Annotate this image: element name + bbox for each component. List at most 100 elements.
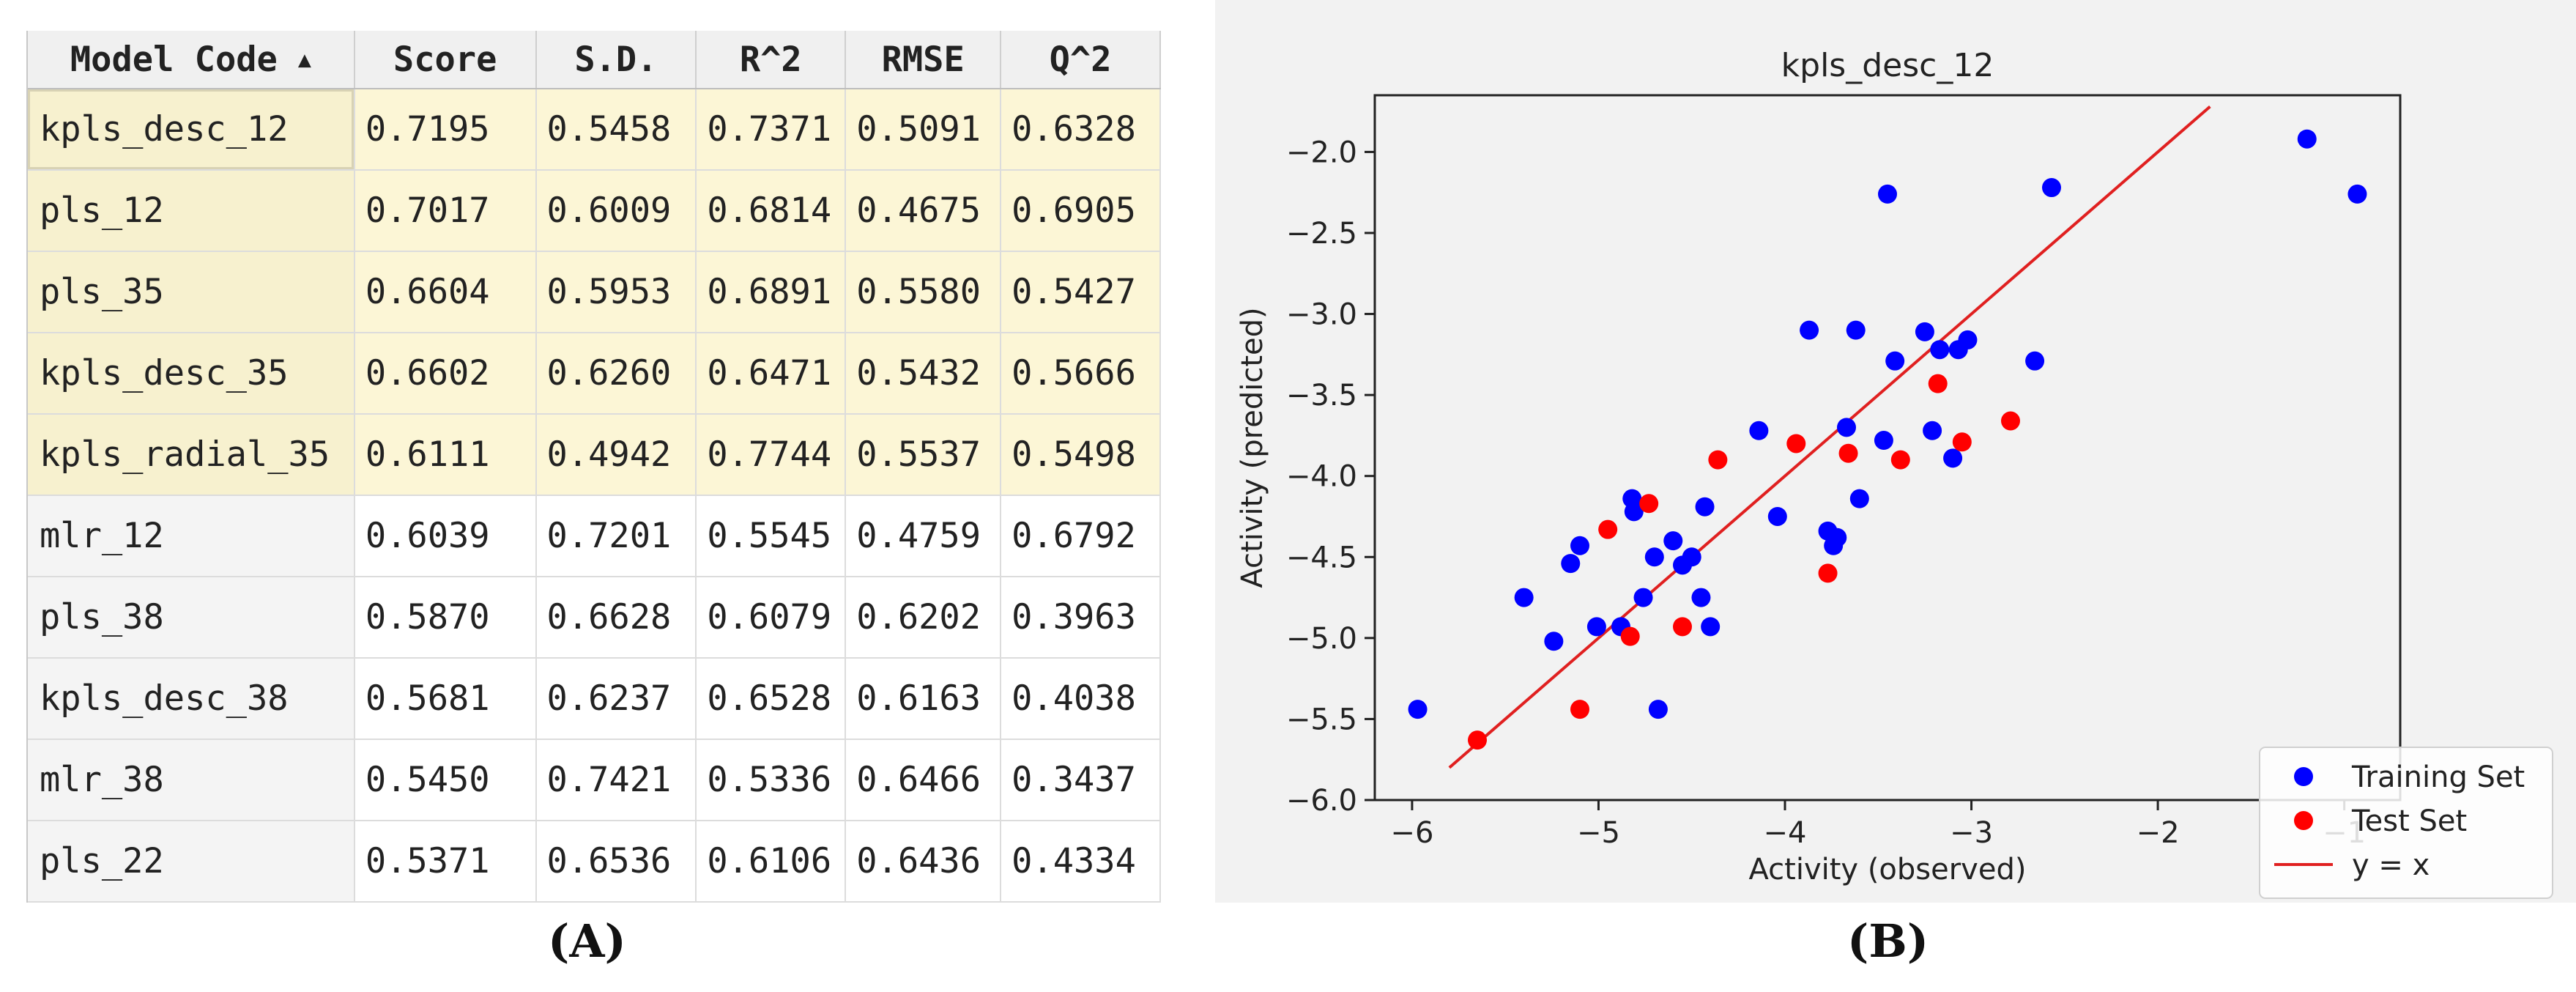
sd-cell[interactable]: 0.6237 (535, 658, 697, 740)
model-code-cell[interactable]: pls_22 (28, 821, 355, 903)
test-point (1786, 434, 1806, 454)
score-cell[interactable]: 0.6111 (354, 414, 537, 496)
sd-cell[interactable]: 0.7201 (535, 495, 697, 577)
table-row[interactable]: kpls_desc_12 0.7195 0.5458 0.7371 0.5091 0.63… (28, 89, 1161, 171)
score-cell[interactable]: 0.6604 (354, 251, 537, 333)
q2-cell[interactable]: 0.6328 (1001, 89, 1161, 171)
model-code-cell[interactable]: kpls_radial_35 (28, 414, 355, 496)
column-header-model-code[interactable]: Model Code ▲ (28, 31, 355, 89)
r2-cell[interactable]: 0.6528 (696, 658, 847, 740)
model-code-cell[interactable]: mlr_12 (28, 495, 355, 577)
table-row[interactable]: pls_12 0.7017 0.6009 0.6814 0.4675 0.6905 (28, 170, 1161, 252)
score-cell[interactable]: 0.6602 (354, 333, 537, 415)
scatter-chart: kpls_desc_12 Activity (observed) Activit… (1236, 47, 2553, 899)
panel-label-a: (A) (548, 914, 626, 968)
q2-cell[interactable]: 0.3437 (1001, 739, 1161, 821)
q2-cell[interactable]: 0.5666 (1001, 333, 1161, 415)
table-row[interactable]: mlr_38 0.5450 0.7421 0.5336 0.6466 0.3437 (28, 739, 1161, 821)
sd-cell[interactable]: 0.6628 (535, 577, 697, 659)
model-code-cell[interactable]: pls_12 (28, 170, 355, 252)
sd-cell[interactable]: 0.6536 (535, 821, 697, 903)
training-point (1544, 632, 1564, 651)
legend-test-marker (2294, 811, 2313, 830)
r2-cell[interactable]: 0.6079 (696, 577, 847, 659)
q2-cell[interactable]: 0.3963 (1001, 577, 1161, 659)
r2-cell[interactable]: 0.5336 (696, 739, 847, 821)
training-point (1923, 421, 1942, 440)
sd-cell[interactable]: 0.5458 (535, 89, 697, 171)
sort-ascending-icon[interactable]: ▲ (297, 46, 311, 73)
y-tick-label: −3.5 (1286, 379, 1357, 412)
q2-cell[interactable]: 0.6792 (1001, 495, 1161, 577)
model-code-cell[interactable]: kpls_desc_12 (28, 89, 355, 171)
model-code-cell[interactable]: pls_35 (28, 251, 355, 333)
score-cell[interactable]: 0.5870 (354, 577, 537, 659)
legend-label: y = x (2352, 848, 2430, 882)
table-row[interactable]: pls_38 0.5870 0.6628 0.6079 0.6202 0.3963 (28, 577, 1161, 659)
table-row[interactable]: kpls_desc_38 0.5681 0.6237 0.6528 0.6163 0.40… (28, 658, 1161, 740)
model-code-cell[interactable]: mlr_38 (28, 739, 355, 821)
test-point (1818, 563, 1838, 583)
sd-cell[interactable]: 0.6260 (535, 333, 697, 415)
rmse-cell[interactable]: 0.6436 (845, 821, 1002, 903)
training-point (1586, 617, 1606, 637)
r2-cell[interactable]: 0.6814 (696, 170, 847, 252)
column-header-rmse[interactable]: RMSE (845, 31, 1002, 89)
training-point (1408, 700, 1428, 719)
model-code-cell[interactable]: kpls_desc_35 (28, 333, 355, 415)
rmse-cell[interactable]: 0.4675 (845, 170, 1002, 252)
training-point (1800, 320, 1819, 340)
sd-cell[interactable]: 0.4942 (535, 414, 697, 496)
rmse-cell[interactable]: 0.6202 (845, 577, 1002, 659)
sd-cell[interactable]: 0.7421 (535, 739, 697, 821)
q2-cell[interactable]: 0.5427 (1001, 251, 1161, 333)
rmse-cell[interactable]: 0.6163 (845, 658, 1002, 740)
q2-cell[interactable]: 0.4334 (1001, 821, 1161, 903)
model-code-cell[interactable]: pls_38 (28, 577, 355, 659)
training-point (1682, 547, 1701, 567)
score-cell[interactable]: 0.5681 (354, 658, 537, 740)
rmse-cell[interactable]: 0.5537 (845, 414, 1002, 496)
y-axis-label: Activity (predicted) (1236, 307, 1269, 588)
r2-cell[interactable]: 0.6106 (696, 821, 847, 903)
table-row[interactable]: mlr_12 0.6039 0.7201 0.5545 0.4759 0.6792 (28, 495, 1161, 577)
reference-line-y-equals-x (1448, 105, 2211, 769)
training-point (2297, 129, 2317, 149)
y-tick-label: −4.5 (1286, 541, 1357, 574)
model-code-cell[interactable]: kpls_desc_38 (28, 658, 355, 740)
rmse-cell[interactable]: 0.4759 (845, 495, 1002, 577)
model-results-table: Model Code ▲ Score S.D. R^2 RMSE Q^2 kpls… (28, 31, 1161, 903)
r2-cell[interactable]: 0.5545 (696, 495, 847, 577)
test-point (1620, 626, 1640, 646)
score-cell[interactable]: 0.5450 (354, 739, 537, 821)
table-row[interactable]: pls_35 0.6604 0.5953 0.6891 0.5580 0.5427 (28, 251, 1161, 333)
sd-cell[interactable]: 0.5953 (535, 251, 697, 333)
rmse-cell[interactable]: 0.5091 (845, 89, 1002, 171)
score-cell[interactable]: 0.7195 (354, 89, 537, 171)
r2-cell[interactable]: 0.7744 (696, 414, 847, 496)
rmse-cell[interactable]: 0.5432 (845, 333, 1002, 415)
q2-cell[interactable]: 0.5498 (1001, 414, 1161, 496)
q2-cell[interactable]: 0.6905 (1001, 170, 1161, 252)
column-header-score[interactable]: Score (354, 31, 537, 89)
score-cell[interactable]: 0.5371 (354, 821, 537, 903)
training-point (1849, 489, 1869, 508)
r2-cell[interactable]: 0.6891 (696, 251, 847, 333)
q2-cell[interactable]: 0.4038 (1001, 658, 1161, 740)
table-row[interactable]: pls_22 0.5371 0.6536 0.6106 0.6436 0.4334 (28, 821, 1161, 903)
score-cell[interactable]: 0.6039 (354, 495, 537, 577)
score-cell[interactable]: 0.7017 (354, 170, 537, 252)
r2-cell[interactable]: 0.7371 (696, 89, 847, 171)
table-body: kpls_desc_12 0.7195 0.5458 0.7371 0.5091 0.63… (28, 89, 1161, 903)
table-row[interactable]: kpls_radial_35 0.6111 0.4942 0.7744 0.5537 0.… (28, 414, 1161, 496)
column-header-r2[interactable]: R^2 (696, 31, 847, 89)
rmse-cell[interactable]: 0.6466 (845, 739, 1002, 821)
column-header-sd[interactable]: S.D. (535, 31, 697, 89)
sd-cell[interactable]: 0.6009 (535, 170, 697, 252)
r2-cell[interactable]: 0.6471 (696, 333, 847, 415)
training-point (1885, 351, 1905, 371)
data-points (1408, 129, 2367, 750)
table-row[interactable]: kpls_desc_35 0.6602 0.6260 0.6471 0.5432 0.56… (28, 333, 1161, 415)
rmse-cell[interactable]: 0.5580 (845, 251, 1002, 333)
column-header-q2[interactable]: Q^2 (1001, 31, 1161, 89)
